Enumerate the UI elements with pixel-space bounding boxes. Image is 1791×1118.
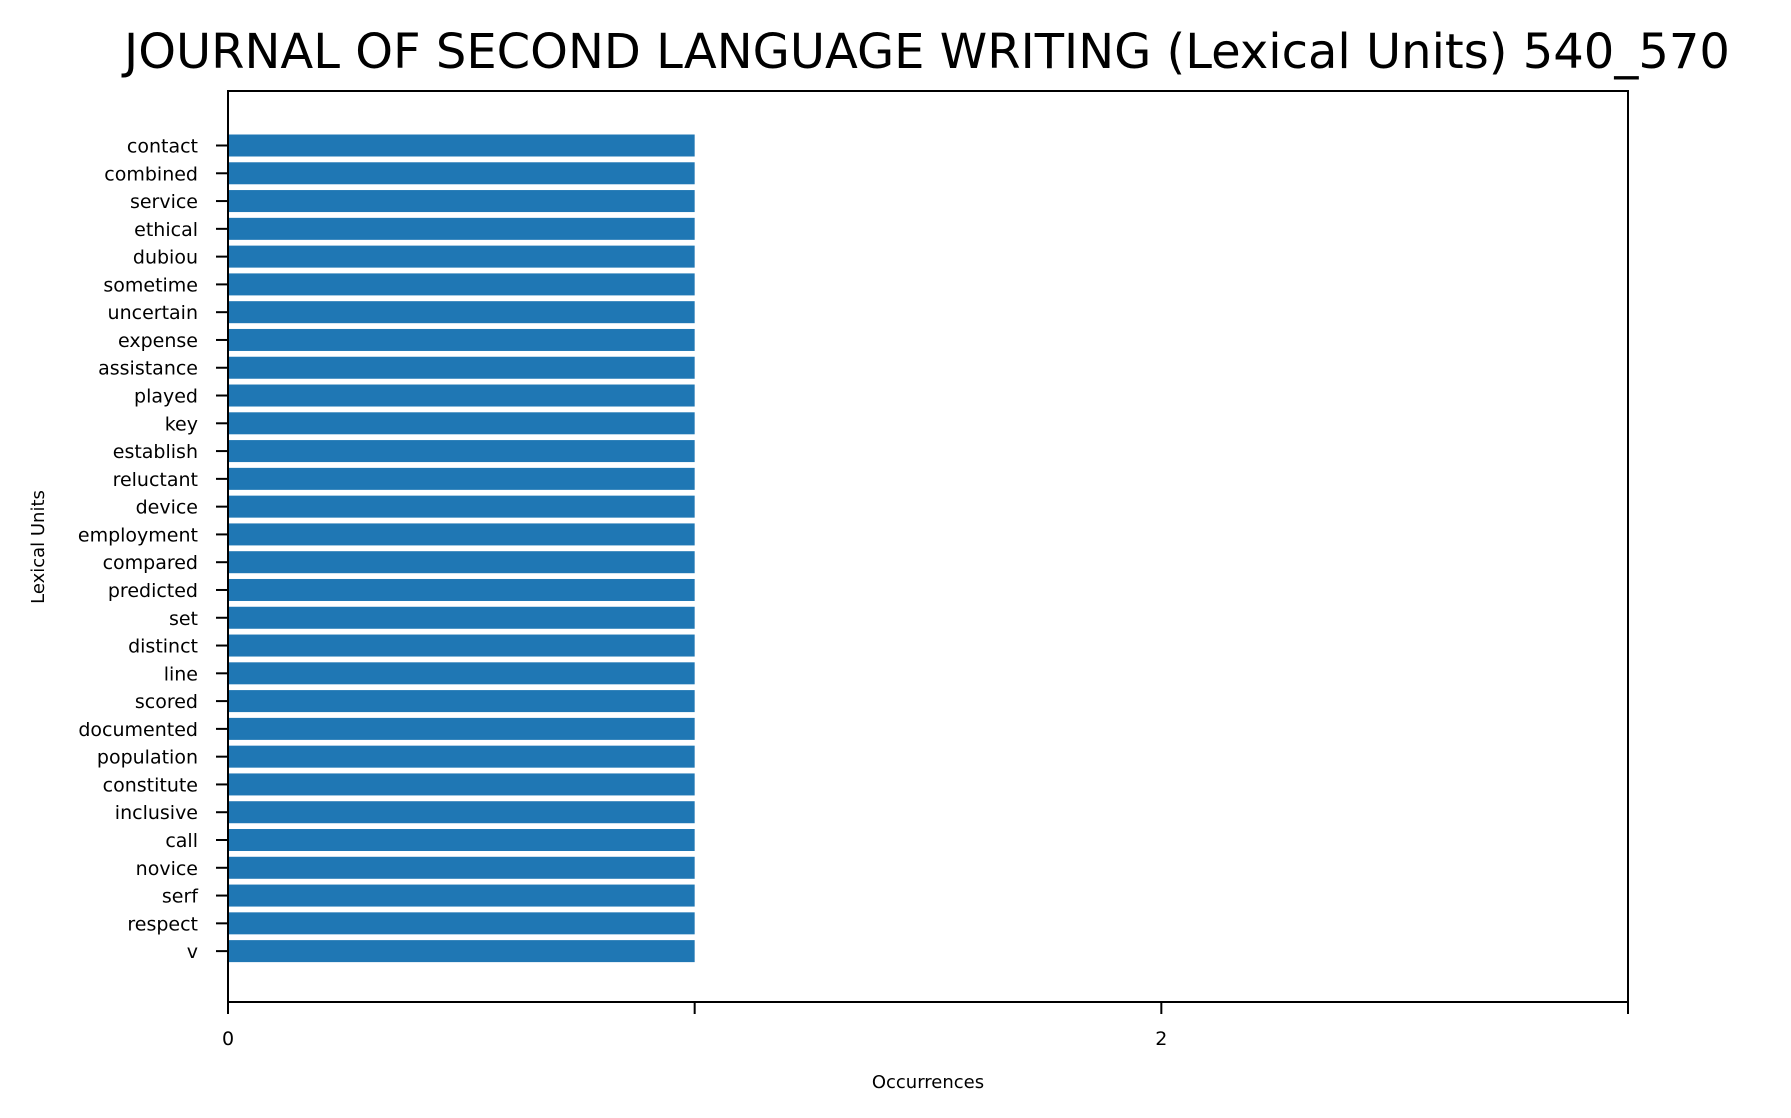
- y-tick-label: service: [130, 191, 198, 213]
- y-tick-label: sometime: [103, 274, 198, 296]
- bar-line: [228, 662, 695, 685]
- bar-ethical: [228, 217, 695, 240]
- bar-set: [228, 606, 695, 629]
- y-tick-label: employment: [78, 524, 198, 546]
- y-tick-label: v: [187, 941, 198, 963]
- bar-employment: [228, 523, 695, 546]
- bar-serf: [228, 884, 695, 907]
- y-tick-label: scored: [135, 691, 198, 713]
- y-tick-label: expense: [118, 330, 198, 352]
- x-tick-label: 0: [222, 1028, 234, 1050]
- y-tick-label: dubiou: [133, 247, 198, 269]
- y-tick-label: assistance: [98, 358, 198, 380]
- bar-compared: [228, 551, 695, 574]
- y-tick-label: distinct: [128, 636, 198, 658]
- bar-population: [228, 745, 695, 768]
- y-tick-label: serf: [162, 886, 199, 908]
- y-tick-label: constitute: [103, 774, 198, 796]
- y-tick-label: contact: [127, 136, 198, 158]
- bar-contact: [228, 134, 695, 157]
- plot-area: contact combined service ethical dubiou somet…: [78, 134, 1629, 1050]
- y-tick-label: call: [165, 830, 198, 852]
- chart-title: JOURNAL OF SECOND LANGUAGE WRITING (Lexi…: [121, 24, 1730, 80]
- bar-expense: [228, 328, 695, 351]
- y-tick-label: inclusive: [115, 802, 198, 824]
- bar-reluctant: [228, 467, 695, 490]
- y-tick-label: compared: [103, 552, 198, 574]
- y-tick-label: establish: [113, 441, 198, 463]
- y-tick-label: respect: [127, 913, 198, 935]
- y-tick-label: set: [169, 608, 198, 630]
- bar-assistance: [228, 356, 695, 379]
- plot-frame: [227, 90, 1629, 1003]
- bar-constitute: [228, 773, 695, 796]
- bar-service: [228, 190, 695, 213]
- y-tick-label: device: [136, 497, 198, 519]
- bar-respect: [228, 912, 695, 935]
- y-tick-label: population: [97, 747, 198, 769]
- bar-combined: [228, 162, 695, 185]
- bar-v: [228, 940, 695, 963]
- y-tick-label: novice: [136, 858, 198, 880]
- y-tick-label: played: [134, 386, 198, 408]
- y-tick-label: line: [164, 663, 198, 685]
- bar-novice: [228, 856, 695, 879]
- bar-predicted: [228, 578, 695, 601]
- y-tick-label: key: [165, 413, 198, 435]
- y-tick-label: ethical: [134, 219, 198, 241]
- bar-played: [228, 384, 695, 407]
- bar-uncertain: [228, 301, 695, 324]
- bar-dubiou: [228, 245, 695, 268]
- bar-scored: [228, 690, 695, 713]
- bar-establish: [228, 440, 695, 463]
- bar-distinct: [228, 634, 695, 657]
- bar-device: [228, 495, 695, 518]
- bar-documented: [228, 717, 695, 740]
- bar-call: [228, 829, 695, 851]
- y-tick-label: documented: [78, 719, 198, 741]
- y-tick-label: predicted: [108, 580, 198, 602]
- y-tick-label: uncertain: [108, 302, 198, 324]
- bar-key: [228, 412, 695, 435]
- y-axis-label: Lexical Units: [28, 490, 49, 604]
- x-tick-label: 2: [1155, 1028, 1167, 1050]
- x-axis-label: Occurrences: [872, 1072, 984, 1093]
- y-tick-label: combined: [104, 163, 198, 185]
- bar-inclusive: [228, 801, 695, 824]
- y-tick-label: reluctant: [113, 469, 198, 491]
- bar-sometime: [228, 273, 695, 296]
